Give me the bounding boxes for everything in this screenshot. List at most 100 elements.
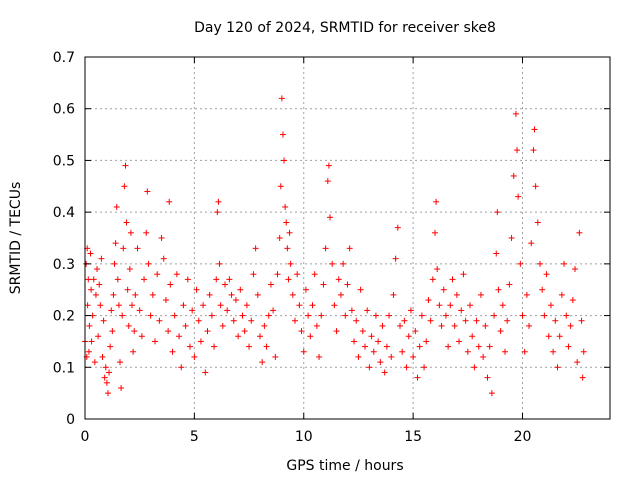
data-point — [204, 328, 211, 335]
data-point — [366, 364, 373, 371]
data-point — [379, 322, 386, 329]
data-point — [263, 343, 270, 350]
data-point — [351, 338, 358, 345]
data-point — [348, 307, 355, 314]
data-point — [506, 281, 513, 288]
data-point — [561, 260, 568, 267]
data-point — [342, 312, 349, 319]
data-point — [284, 245, 291, 252]
data-point — [532, 183, 539, 190]
data-point — [300, 348, 307, 355]
data-point — [475, 343, 482, 350]
data-point — [531, 126, 538, 133]
data-point — [152, 338, 158, 345]
data-point — [110, 291, 117, 298]
data-point — [149, 291, 156, 298]
data-point — [228, 291, 235, 298]
data-point — [377, 359, 384, 366]
data-point — [276, 235, 283, 241]
data-point — [98, 255, 105, 262]
data-point — [113, 203, 120, 210]
data-point — [541, 312, 548, 319]
data-point — [569, 297, 576, 304]
data-point — [252, 245, 259, 252]
data-point — [423, 338, 430, 345]
data-point — [558, 291, 565, 298]
data-point — [528, 240, 535, 247]
data-point — [162, 297, 169, 304]
data-point — [344, 281, 351, 288]
data-point — [375, 338, 382, 345]
data-point — [462, 317, 469, 324]
data-point — [425, 297, 432, 304]
x-tick-label: 20 — [514, 429, 532, 445]
data-point — [138, 333, 145, 340]
data-point — [265, 312, 272, 319]
data-point — [202, 369, 209, 376]
data-point — [237, 286, 244, 293]
data-point — [219, 322, 226, 329]
data-point — [353, 317, 360, 324]
data-point — [464, 348, 471, 355]
data-point — [397, 322, 403, 329]
y-tick-label: 0.6 — [53, 102, 75, 118]
data-point — [370, 348, 377, 355]
data-point — [132, 291, 139, 298]
data-point — [449, 276, 456, 283]
data-point — [145, 260, 152, 267]
y-tick-label: 0 — [66, 412, 75, 428]
data-point — [103, 379, 110, 386]
data-point — [118, 384, 125, 391]
data-point — [307, 333, 314, 340]
data-point — [552, 317, 559, 324]
data-point — [302, 286, 309, 293]
data-point — [390, 291, 397, 298]
data-point — [440, 286, 447, 293]
data-point — [119, 312, 126, 319]
data-point — [224, 307, 231, 314]
data-point — [412, 328, 419, 335]
data-point — [123, 219, 130, 226]
data-point — [316, 353, 323, 360]
data-point — [510, 172, 517, 179]
data-point — [453, 291, 460, 298]
y-tick-label: 0.7 — [53, 50, 75, 66]
data-point — [467, 302, 473, 309]
data-point — [372, 312, 379, 319]
data-point — [491, 312, 498, 319]
data-point — [86, 322, 93, 329]
data-point — [130, 348, 137, 355]
data-point — [226, 276, 233, 283]
data-point — [556, 333, 563, 340]
data-point — [401, 317, 408, 324]
data-point — [166, 198, 173, 205]
data-point — [355, 353, 362, 360]
data-point — [405, 333, 412, 340]
data-point — [493, 250, 500, 257]
data-point — [526, 322, 533, 329]
data-point — [285, 276, 292, 283]
data-point — [508, 235, 515, 241]
data-point — [217, 302, 224, 309]
data-point — [447, 302, 454, 309]
data-point — [340, 260, 347, 267]
data-point — [421, 364, 428, 371]
data-point — [495, 286, 502, 293]
data-point — [432, 229, 438, 236]
data-point — [259, 359, 266, 366]
data-point — [578, 317, 585, 324]
data-point — [433, 198, 440, 205]
data-point — [283, 219, 290, 226]
data-point — [109, 328, 116, 335]
data-point — [165, 328, 172, 335]
data-point — [131, 328, 138, 335]
data-point — [534, 219, 541, 226]
data-point — [248, 317, 255, 324]
data-point — [414, 374, 421, 381]
data-point — [246, 343, 253, 350]
data-point — [92, 291, 99, 298]
data-point — [235, 333, 242, 340]
data-point — [327, 214, 333, 221]
data-point — [335, 276, 342, 283]
data-point — [438, 322, 445, 329]
